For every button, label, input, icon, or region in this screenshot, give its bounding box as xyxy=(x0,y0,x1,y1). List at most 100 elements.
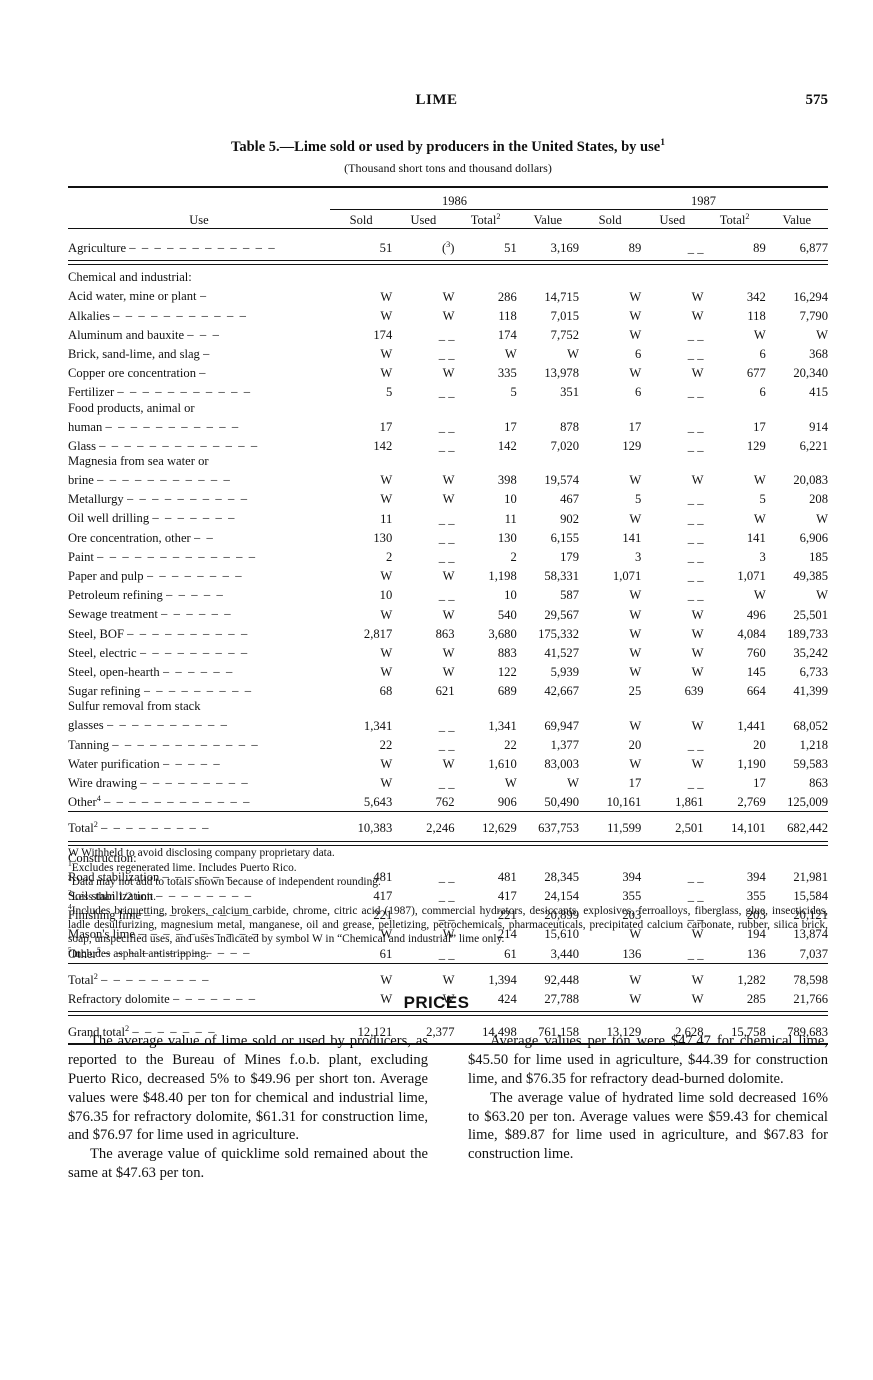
row-label-cell: Road stabilization _ _ _ _ _ _ xyxy=(68,866,330,885)
row-label-cell: Paint _ _ _ _ _ _ _ _ _ _ _ _ _ xyxy=(68,546,330,565)
row-label-text: Sewage treatment xyxy=(68,607,158,622)
cell-value: 639 xyxy=(684,684,704,699)
cell-value-1987: 125,009 xyxy=(766,791,828,810)
cell-value: 621 xyxy=(435,684,455,699)
cell-sold-1987: W xyxy=(579,285,641,304)
row-label-cell: Agriculture _ _ _ _ _ _ _ _ _ _ _ _ xyxy=(68,237,330,256)
cell-sold-1987: 6 xyxy=(579,343,641,362)
total-label-cell: Total2 _ _ _ _ _ _ _ _ _ xyxy=(68,817,330,836)
cell-value: _ _ xyxy=(687,569,704,584)
cell-value: 10 xyxy=(504,588,517,603)
col-header-sold-1987: Sold xyxy=(598,213,622,228)
cell-value: 335 xyxy=(497,366,517,381)
cell-value: 11 xyxy=(504,511,517,526)
cell-used-1987: _ _ xyxy=(641,507,704,526)
table-row: Agriculture _ _ _ _ _ _ _ _ _ _ _ _ 51 (3)… xyxy=(68,237,828,256)
cell-value: 902 xyxy=(560,511,579,526)
empty-cell xyxy=(579,270,641,285)
cell-sold-1987: W xyxy=(579,507,641,526)
table-header-row-years: Use 1986 1987 xyxy=(68,190,828,227)
cell-value: 22 xyxy=(504,737,517,752)
row-label-text: Ore concentration, other xyxy=(68,530,191,545)
cell-value-1986: 637,753 xyxy=(517,817,579,836)
cell-total-1986: 5 xyxy=(455,381,516,400)
cell-sold-1986: W xyxy=(330,661,392,680)
cell-value: 49,385 xyxy=(793,569,828,584)
leader-dots: _ _ _ _ _ _ _ xyxy=(172,987,257,1001)
cell-value-1986: W xyxy=(517,772,579,791)
cell-used-1987: _ _ xyxy=(641,416,704,435)
leader-dots: _ _ _ _ _ _ _ _ _ _ xyxy=(126,488,249,502)
col-header-sold-1986: Sold xyxy=(349,213,373,228)
cell-used-1987: W xyxy=(641,642,704,661)
cell-used-1986: W xyxy=(392,488,455,507)
row-label-cell: Oil well drilling _ _ _ _ _ _ _ xyxy=(68,507,330,526)
empty-cell xyxy=(330,699,392,714)
cell-value: W xyxy=(753,327,766,342)
cell-value: 41,527 xyxy=(544,645,579,660)
cell-value: 118 xyxy=(747,308,766,323)
cell-total-1986: 906 xyxy=(455,791,517,810)
cell-value: 14,715 xyxy=(544,289,579,304)
cell-value: _ _ xyxy=(687,737,704,752)
footnote-1-text: Excludes regenerated lime. Includes Puer… xyxy=(71,861,297,874)
cell-value-1987: 415 xyxy=(766,381,828,400)
cell-value: 1,190 xyxy=(737,756,766,771)
cell-value: W xyxy=(691,473,704,488)
cell-value: 481 xyxy=(497,869,517,884)
table-footnotes: W Withheld to avoid disclosing company p… xyxy=(68,846,828,961)
cell-total-1986: 51 xyxy=(455,237,517,256)
cell-total-1987: 6 xyxy=(704,381,765,400)
cell-value: W xyxy=(442,366,455,381)
cell-value-1987: 20,083 xyxy=(766,469,828,488)
section-heading-prices: PRICES xyxy=(403,993,470,1012)
leader-dots: _ _ _ _ _ _ _ _ _ xyxy=(101,968,211,982)
cell-value-1986: 24,154 xyxy=(517,885,579,904)
leader-dots: _ _ _ _ _ _ _ _ _ _ xyxy=(138,923,260,937)
cell-value: 22 xyxy=(379,737,393,752)
cell-total-1987: 1,282 xyxy=(704,969,765,988)
cell-total-1987: 4,084 xyxy=(704,623,765,642)
cell-sold-1986: 10,383 xyxy=(330,817,393,836)
col-header-year-1987: 1987 xyxy=(691,194,716,209)
cell-sold-1986: 51 xyxy=(330,237,393,256)
cell-value-1986: 42,667 xyxy=(517,680,579,699)
cell-used-1987: _ _ xyxy=(641,734,704,753)
cell-value-1986: 92,448 xyxy=(517,969,579,988)
table-total-row: Total2 _ _ _ _ _ _ _ _ _ 10,383 2,246 12,62… xyxy=(68,817,828,836)
empty-cell xyxy=(704,699,766,714)
cell-value-1987: 35,242 xyxy=(766,642,828,661)
cell-value: 203 xyxy=(746,908,766,923)
cell-value: 906 xyxy=(497,795,517,810)
cell-value-1987: 6,733 xyxy=(766,661,828,680)
cell-value-1987: 13,874 xyxy=(766,923,828,942)
total-label-cell: Grand total2 _ _ _ _ _ _ _ xyxy=(68,1021,330,1040)
cell-value: 6 xyxy=(759,347,766,362)
cell-used-1986: _ _ xyxy=(392,584,455,603)
row-label-text: Paper and pulp xyxy=(68,569,144,584)
col-header-total-1987-cell: Total2 xyxy=(704,210,766,229)
cell-value: 142 xyxy=(497,438,517,453)
cell-value: 21,766 xyxy=(793,991,828,1006)
col-header-total-1986-cell: Total2 xyxy=(455,210,517,229)
cell-sold-1987: 25 xyxy=(579,680,642,699)
table-title-footnote-marker: 1 xyxy=(660,137,665,149)
empty-cell xyxy=(704,270,766,285)
table-group-heading: Chemical and industrial: xyxy=(68,270,828,285)
cell-used-1986: W xyxy=(392,642,455,661)
row-label-text: Mason's lime xyxy=(68,927,135,942)
cell-used-1987: _ _ xyxy=(641,772,704,791)
table-row: Steel, electric _ _ _ _ _ _ _ _ _ W W 883 41… xyxy=(68,642,828,661)
table-rule xyxy=(68,186,828,191)
table-rule xyxy=(68,840,828,846)
cell-total-1986: 10 xyxy=(455,488,517,507)
group-label: Magnesia from sea water or xyxy=(68,454,209,468)
row-label-text: Petroleum refining xyxy=(68,588,163,603)
cell-value-1987: W xyxy=(766,584,828,603)
cell-total-1986: 61 xyxy=(455,942,517,961)
cell-value: W xyxy=(691,308,704,323)
row-label-cell: glasses _ _ _ _ _ _ _ _ _ _ xyxy=(68,714,330,733)
cell-sold-1986: W xyxy=(330,603,392,622)
cell-value: W xyxy=(691,366,704,381)
cell-total-1986: W xyxy=(455,343,517,362)
